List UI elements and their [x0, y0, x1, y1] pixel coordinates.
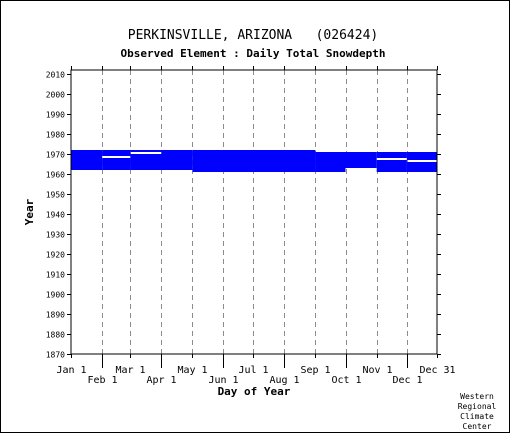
- coverage-bar: [376, 160, 407, 172]
- credit-line-1: Western: [460, 392, 494, 401]
- coverage-bar: [102, 150, 131, 156]
- coverage-bar: [130, 150, 162, 152]
- y-tick-label: 1990: [46, 111, 65, 120]
- coverage-bar: [406, 152, 437, 160]
- y-tick-label: 1980: [46, 131, 65, 140]
- y-axis-title: Year: [23, 198, 36, 225]
- x-tick-label: Jul 1: [238, 365, 268, 376]
- chart-subtitle: Observed Element : Daily Total Snowdepth: [121, 47, 386, 60]
- credit-line-4: Center: [463, 422, 492, 431]
- x-tick-label: Oct 1: [331, 375, 361, 386]
- coverage-bar: [130, 154, 162, 170]
- coverage-bar: [102, 158, 131, 170]
- y-axis: 1870 1880 1890 1900 1910 1920 1930 1940 1950 1960…: [46, 71, 441, 360]
- coverage-bars: [71, 150, 437, 172]
- x-tick-label: Jun 1: [208, 375, 238, 386]
- x-tick-label: Dec 1: [392, 375, 422, 386]
- x-tick-label: Aug 1: [269, 375, 299, 386]
- chart-title: PERKINSVILLE, ARIZONA (026424): [128, 28, 378, 43]
- plot-area-border: [70, 69, 438, 355]
- coverage-bar: [71, 150, 103, 170]
- y-tick-label: 1910: [46, 271, 65, 280]
- y-tick-label: 1900: [46, 291, 65, 300]
- y-tick-label: 1940: [46, 211, 65, 220]
- x-tick-label: Feb 1: [87, 375, 117, 386]
- y-tick-label: 1890: [46, 311, 65, 320]
- x-tick-label: Apr 1: [146, 375, 176, 386]
- coverage-bar: [406, 162, 437, 172]
- x-axis-title: Day of Year: [218, 385, 291, 398]
- x-axis: Jan 1 Mar 1 May 1 Jul 1 Sep 1 Nov 1 Dec 31 Feb …: [56, 66, 456, 386]
- y-tick-label: 1950: [46, 191, 65, 200]
- y-tick-label: 1920: [46, 251, 65, 260]
- coverage-bar: [192, 150, 316, 172]
- x-tick-label: May 1: [177, 365, 207, 376]
- credit-line-2: Regional: [458, 402, 497, 411]
- x-tick-label: Sep 1: [300, 365, 330, 376]
- credit-block: Western Regional Climate Center: [458, 392, 497, 431]
- x-tick-label: Jan 1: [56, 365, 86, 376]
- y-tick-label: 1870: [46, 351, 65, 360]
- coverage-bar: [345, 152, 377, 168]
- x-tick-label: Nov 1: [362, 365, 392, 376]
- y-tick-label: 1960: [46, 171, 65, 180]
- credit-line-3: Climate: [460, 412, 494, 421]
- coverage-bar: [376, 152, 407, 158]
- coverage-bar: [161, 150, 193, 170]
- y-tick-label: 1880: [46, 331, 65, 340]
- y-tick-label: 1970: [46, 151, 65, 160]
- x-tick-label: Dec 31: [419, 365, 455, 376]
- y-tick-label: 2010: [46, 71, 65, 80]
- x-tick-label: Mar 1: [115, 365, 145, 376]
- grid-lines: [102, 70, 408, 354]
- y-tick-label: 2000: [46, 91, 65, 100]
- y-tick-label: 1930: [46, 231, 65, 240]
- coverage-bar: [315, 152, 346, 172]
